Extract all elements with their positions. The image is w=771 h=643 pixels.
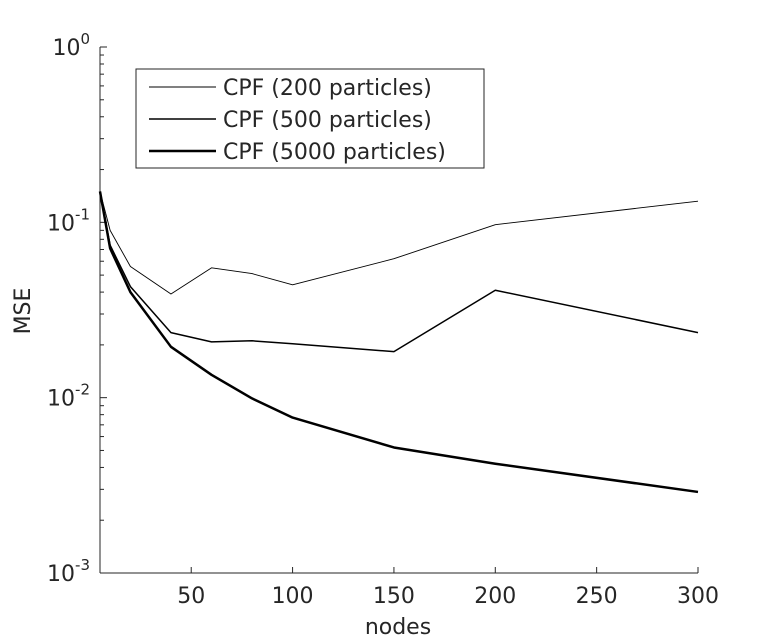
- y-tick-label: 10-3: [47, 556, 90, 587]
- legend-label-1: CPF (200 particles): [223, 76, 432, 101]
- series-line-1: [99, 191, 699, 295]
- y-axis-label: MSE: [11, 288, 36, 335]
- y-tick-label: 100: [52, 30, 90, 61]
- plot-lines: [98, 191, 699, 494]
- series-line-3: [98, 191, 699, 494]
- x-tick-label: 300: [677, 584, 719, 609]
- y-tick-label: 10-2: [47, 381, 90, 412]
- x-tick-label: 200: [474, 584, 516, 609]
- x-tick-label: 150: [373, 584, 415, 609]
- x-axis-label: nodes: [365, 615, 431, 640]
- legend-label-3: CPF (5000 particles): [223, 140, 446, 165]
- y-tick-label: 10-1: [47, 205, 90, 236]
- series-line-2: [99, 191, 699, 353]
- x-tick-label: 250: [576, 584, 618, 609]
- x-tick-label: 50: [177, 584, 205, 609]
- x-tick-label: 100: [272, 584, 314, 609]
- legend-label-2: CPF (500 particles): [223, 108, 432, 133]
- axes: 50 100 150 200 250 300 10-3 10-2 10-1 100: [47, 30, 719, 609]
- legend: CPF (200 particles) CPF (500 particles) CP…: [135, 68, 485, 169]
